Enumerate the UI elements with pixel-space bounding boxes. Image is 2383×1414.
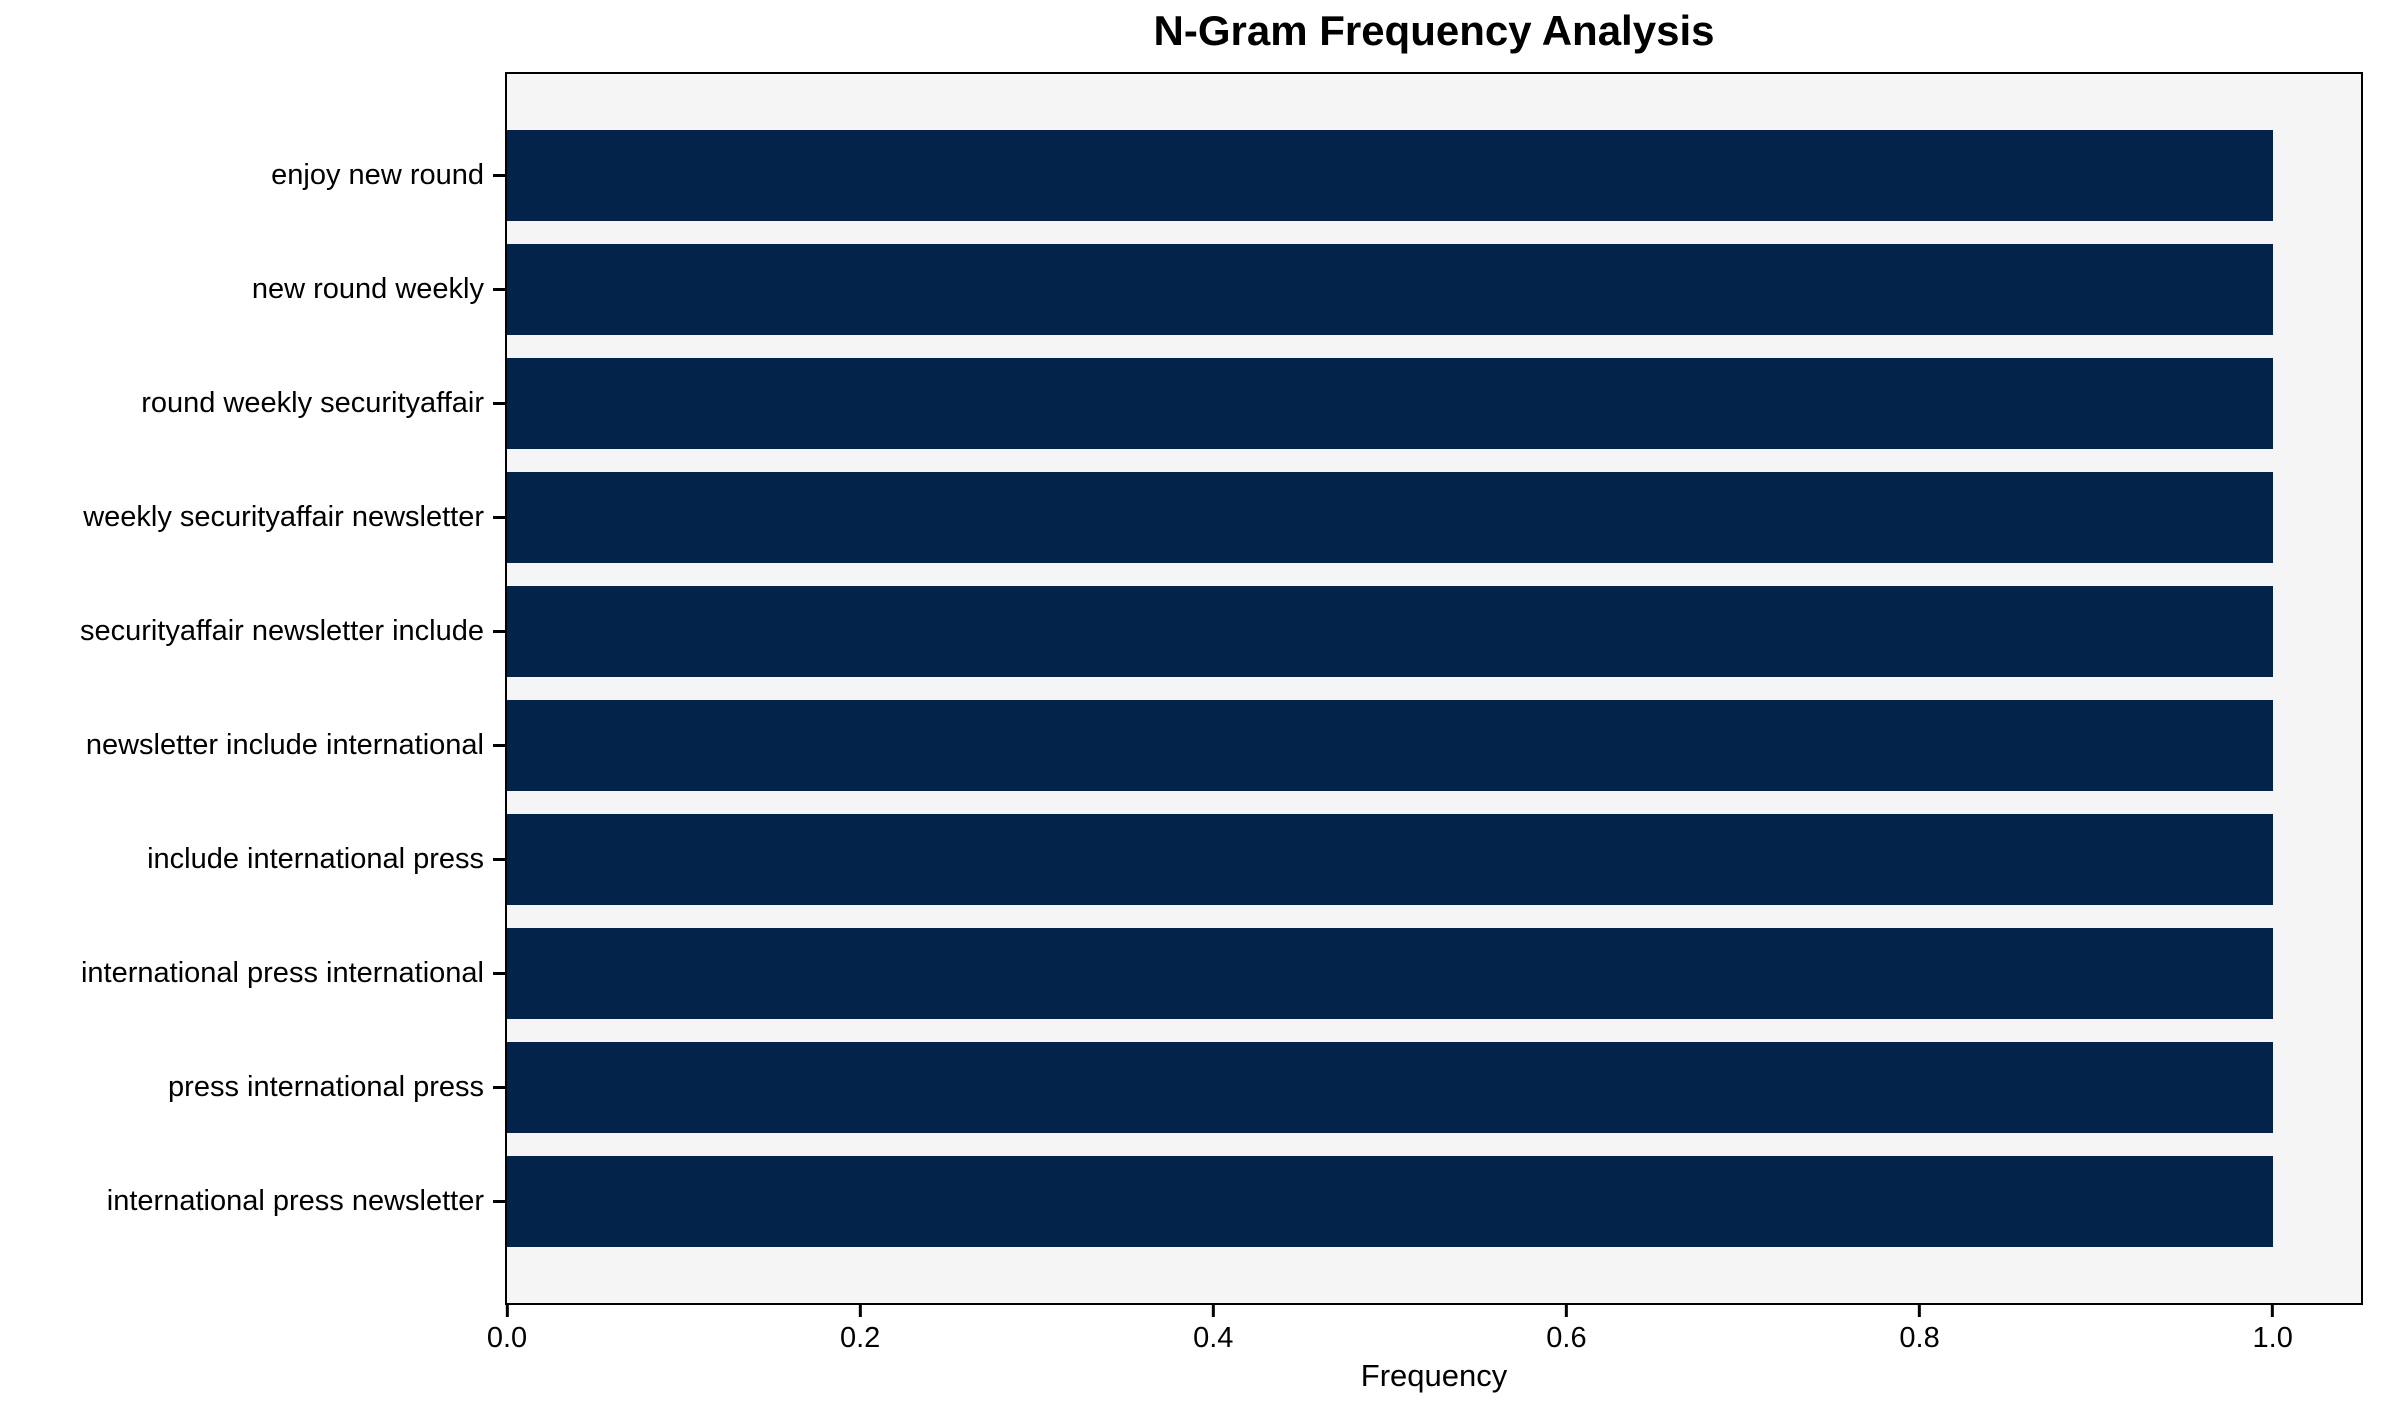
y-tick-mark xyxy=(493,174,505,177)
y-axis-label-row: newsletter include international xyxy=(0,700,505,791)
x-tick-label: 0.6 xyxy=(1546,1322,1587,1354)
y-axis-label: enjoy new round xyxy=(271,159,484,191)
y-axis-labels: enjoy new round new round weekly round wee… xyxy=(0,74,505,1303)
x-tick-mark xyxy=(2271,1305,2275,1317)
y-axis-label: press international press xyxy=(168,1071,484,1103)
x-axis-ticks: 0.0 0.2 0.4 0.6 0.8 1.0 xyxy=(487,1305,2361,1375)
bar xyxy=(507,700,2273,791)
x-tick: 0.6 xyxy=(1546,1305,1587,1355)
bar xyxy=(507,244,2273,335)
chart-title: N-Gram Frequency Analysis xyxy=(1153,7,1715,54)
x-tick: 0.2 xyxy=(840,1305,880,1355)
x-tick: 0.8 xyxy=(1899,1305,1940,1355)
y-tick-mark xyxy=(493,630,505,633)
y-axis-label: newsletter include international xyxy=(85,729,484,761)
y-axis-label: round weekly securityaffair xyxy=(141,387,484,419)
x-tick: 1.0 xyxy=(2253,1305,2293,1355)
y-axis-label: international press international xyxy=(80,957,484,989)
x-tick-mark xyxy=(1211,1305,1215,1317)
y-tick-mark xyxy=(493,972,505,975)
y-tick-mark xyxy=(493,516,505,519)
plot-area xyxy=(505,72,2363,1305)
y-axis-label: include international press xyxy=(147,843,484,875)
x-tick-mark xyxy=(858,1305,862,1317)
bar xyxy=(507,472,2273,563)
x-tick-mark xyxy=(1918,1305,1922,1317)
y-axis-label: new round weekly xyxy=(251,273,484,305)
y-tick-mark xyxy=(493,288,505,291)
y-axis-label-row: international press international xyxy=(0,928,505,1019)
y-tick-mark xyxy=(493,744,505,747)
y-axis-label-row: enjoy new round xyxy=(0,130,505,221)
y-axis-label: securityaffair newsletter include xyxy=(79,615,484,647)
y-axis-label: international press newsletter xyxy=(106,1185,484,1217)
x-tick: 0.4 xyxy=(1193,1305,1233,1355)
y-axis-label: weekly securityaffair newsletter xyxy=(83,501,484,533)
x-tick: 0.0 xyxy=(487,1305,527,1355)
y-tick-mark xyxy=(493,858,505,861)
y-axis-label-row: press international press xyxy=(0,1042,505,1133)
y-axis-label-row: international press newsletter xyxy=(0,1156,505,1247)
bar xyxy=(507,928,2273,1019)
x-tick-label: 0.4 xyxy=(1193,1322,1234,1354)
y-axis-label-row: include international press xyxy=(0,814,505,905)
x-tick-label: 0.0 xyxy=(486,1322,528,1354)
bar xyxy=(507,814,2273,905)
bar xyxy=(507,1042,2273,1133)
y-axis-label-row: round weekly securityaffair xyxy=(0,358,505,449)
y-tick-mark xyxy=(493,402,505,405)
bar xyxy=(507,130,2273,221)
bar xyxy=(507,586,2273,677)
bar xyxy=(507,1156,2273,1247)
bars-container xyxy=(507,74,2361,1303)
y-tick-mark xyxy=(493,1200,505,1203)
x-tick-label: 0.2 xyxy=(839,1322,881,1354)
x-tick-mark xyxy=(1564,1305,1568,1317)
x-tick-label: 0.8 xyxy=(1899,1322,1940,1354)
y-axis-label-row: weekly securityaffair newsletter xyxy=(0,472,505,563)
y-axis-label-row: new round weekly xyxy=(0,244,505,335)
y-tick-mark xyxy=(493,1086,505,1089)
x-axis-label: Frequency xyxy=(1360,1358,1508,1393)
x-tick-mark xyxy=(505,1305,509,1317)
x-tick-label: 1.0 xyxy=(2252,1322,2293,1354)
y-axis-label-row: securityaffair newsletter include xyxy=(0,586,505,677)
bar xyxy=(507,358,2273,449)
